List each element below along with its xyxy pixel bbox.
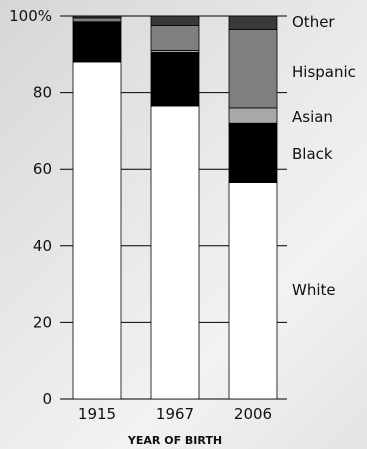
- bar-2006-black: [228, 122, 278, 184]
- bar-1915-other: [72, 15, 122, 19]
- y-tick-label-0: 0: [42, 390, 52, 408]
- legend-label-hispanic: Hispanic: [292, 63, 356, 81]
- bar-1967-hispanic: [150, 25, 200, 51]
- legend-label-other: Other: [292, 13, 335, 31]
- x-tick-label-1967: 1967: [156, 405, 194, 423]
- y-axis-labels: 0 20 40 60 80 100%: [9, 7, 52, 408]
- bar-1915-white: [72, 61, 122, 400]
- legend: White Black Asian Hispanic Other: [292, 13, 356, 299]
- y-tick-label-60: 60: [33, 160, 52, 178]
- y-tick-label-40: 40: [33, 237, 52, 255]
- legend-label-black: Black: [292, 145, 333, 163]
- bar-1967-black: [150, 51, 200, 107]
- x-axis-labels: 1915 1967 2006: [78, 405, 272, 423]
- bar-2006-other: [228, 15, 278, 30]
- bars: [72, 15, 278, 400]
- bar-1967-white: [150, 105, 200, 400]
- legend-label-white: White: [292, 281, 336, 299]
- y-tick-label-100: 100%: [9, 7, 52, 25]
- x-tick-label-1915: 1915: [78, 405, 116, 423]
- bar-2006-hispanic: [228, 29, 278, 109]
- y-tick-label-80: 80: [33, 84, 52, 102]
- bar-2006-asian: [228, 107, 278, 124]
- bar-1967-other: [150, 15, 200, 26]
- bar-1915-black: [72, 21, 122, 63]
- bar-1915-hispanic: [72, 17, 122, 23]
- x-axis-title: YEAR OF BIRTH: [127, 434, 222, 447]
- bar-2006-white: [228, 182, 278, 400]
- legend-label-asian: Asian: [292, 108, 333, 126]
- y-tick-label-20: 20: [33, 313, 52, 331]
- x-tick-label-2006: 2006: [234, 405, 272, 423]
